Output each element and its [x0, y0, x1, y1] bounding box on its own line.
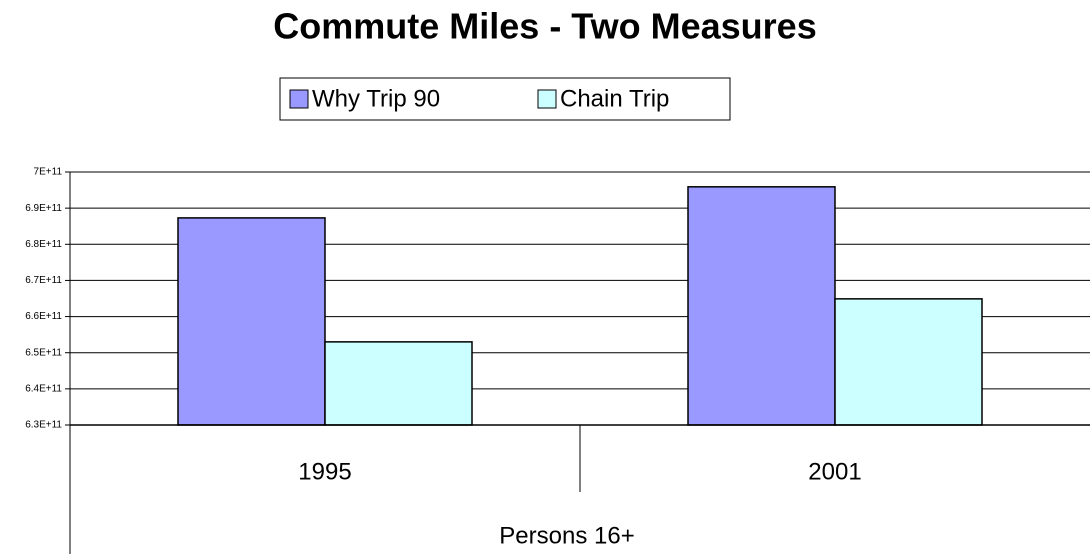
- bar: [177, 217, 326, 426]
- legend-swatch: [289, 89, 309, 109]
- x-tick-label: 1995: [298, 458, 351, 485]
- x-tick-label: 2001: [808, 458, 861, 485]
- legend-box: [279, 77, 731, 121]
- bar: [834, 298, 983, 426]
- y-tick-label: 7E+11: [34, 167, 63, 178]
- bar: [324, 341, 473, 426]
- y-tick-label: 6.8E+11: [25, 239, 62, 250]
- bar: [687, 186, 836, 426]
- legend-label: Why Trip 90: [312, 85, 440, 112]
- y-tick-label: 6.7E+11: [25, 275, 62, 286]
- x-axis-label: Persons 16+: [499, 522, 634, 549]
- legend-swatch: [537, 89, 557, 109]
- chart-title: Commute Miles - Two Measures: [273, 6, 816, 47]
- y-tick-label: 6.9E+11: [25, 203, 62, 214]
- y-tick-label: 6.4E+11: [25, 383, 62, 394]
- y-tick-label: 6.6E+11: [25, 311, 62, 322]
- y-tick-label: 6.3E+11: [25, 420, 62, 431]
- y-tick-label: 6.5E+11: [25, 347, 62, 358]
- legend-label: Chain Trip: [560, 85, 669, 112]
